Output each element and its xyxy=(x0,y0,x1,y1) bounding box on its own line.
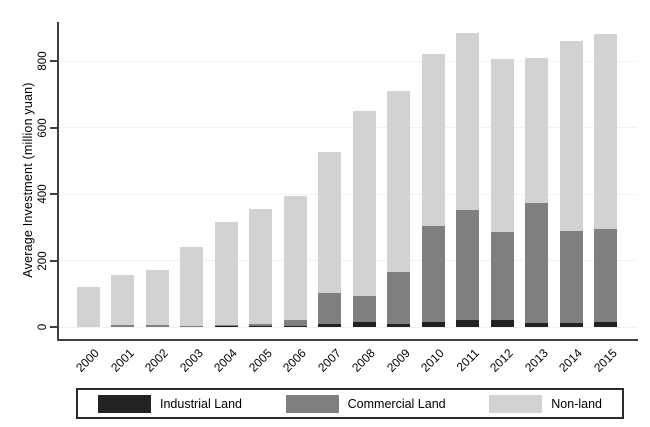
bar-2011-industrial-land xyxy=(456,320,479,327)
bar-2011-commercial-land xyxy=(456,209,479,320)
legend-swatch-non-land xyxy=(489,394,543,413)
bar-2008-industrial-land xyxy=(352,322,376,327)
bar-2004-industrial-land xyxy=(214,326,238,327)
bar-2004-non-land xyxy=(214,222,238,325)
bar-2013-non-land xyxy=(525,57,548,203)
bar-2005-commercial-land xyxy=(249,324,272,326)
bar-2008-commercial-land xyxy=(352,296,376,322)
bar-2006-non-land xyxy=(283,195,307,320)
gridline-0 xyxy=(58,326,637,328)
bar-2003-commercial-land xyxy=(180,326,203,327)
gridline-800 xyxy=(58,60,637,62)
y-tick-mark-400 xyxy=(50,193,57,195)
x-tick-label-2013: 2013 xyxy=(521,346,551,375)
bar-2005-non-land xyxy=(249,208,272,324)
bar-2012-non-land xyxy=(490,59,514,233)
bar-2001-commercial-land xyxy=(111,325,134,327)
y-tick-mark-0 xyxy=(50,326,57,328)
bar-2001-non-land xyxy=(111,275,134,326)
legend-label: Industrial Land xyxy=(160,396,243,411)
y-tick-label-0: 0 xyxy=(37,323,49,331)
bar-2015-non-land xyxy=(594,34,617,230)
bar-2007-non-land xyxy=(318,152,341,294)
x-tick-label-2007: 2007 xyxy=(314,346,344,375)
bar-2007-commercial-land xyxy=(318,293,341,324)
gridline-200 xyxy=(58,260,637,261)
x-tick-label-2014: 2014 xyxy=(556,346,585,375)
legend-item-industrial-land: Industrial Land xyxy=(98,394,243,413)
x-tick-label-2009: 2009 xyxy=(383,346,413,375)
x-tick-label-2012: 2012 xyxy=(487,346,516,375)
y-tick-mark-800 xyxy=(50,60,57,62)
bar-2003-non-land xyxy=(180,247,203,326)
x-tick-label-2004: 2004 xyxy=(211,346,240,375)
bar-2006-commercial-land xyxy=(283,320,307,326)
x-axis-line xyxy=(56,338,638,341)
bar-2010-industrial-land xyxy=(421,322,445,327)
legend-label: Commercial Land xyxy=(347,396,446,411)
y-axis-title: Average Investment (million yuan) xyxy=(21,82,35,278)
bar-2009-industrial-land xyxy=(387,323,410,327)
gridline-400 xyxy=(58,193,637,195)
x-tick-label-2000: 2000 xyxy=(73,346,102,375)
legend-item-commercial-land: Commercial Land xyxy=(285,394,446,413)
bar-2006-industrial-land xyxy=(283,326,307,327)
bar-2015-industrial-land xyxy=(594,322,617,327)
x-tick-label-2006: 2006 xyxy=(280,346,309,375)
bar-2015-commercial-land xyxy=(594,229,617,323)
legend-swatch-commercial-land xyxy=(285,394,339,413)
legend-item-non-land: Non-land xyxy=(489,394,602,413)
y-tick-label-200: 200 xyxy=(37,250,49,271)
bar-2010-commercial-land xyxy=(421,225,445,322)
x-tick-label-2011: 2011 xyxy=(453,346,482,375)
y-axis-line xyxy=(56,22,59,340)
y-tick-label-800: 800 xyxy=(37,51,49,71)
bar-2009-non-land xyxy=(387,90,410,273)
bar-2014-industrial-land xyxy=(559,323,583,327)
x-tick-label-2003: 2003 xyxy=(176,346,206,375)
x-tick-label-2008: 2008 xyxy=(349,346,378,375)
bar-2012-industrial-land xyxy=(490,320,514,327)
gridline-600 xyxy=(58,127,637,128)
x-tick-label-2002: 2002 xyxy=(142,346,171,375)
bar-2009-commercial-land xyxy=(387,272,410,324)
bar-2013-industrial-land xyxy=(525,322,548,327)
bar-2002-commercial-land xyxy=(145,325,169,327)
bar-2011-non-land xyxy=(456,32,479,210)
bar-2005-industrial-land xyxy=(249,325,272,327)
bar-2000-non-land xyxy=(76,287,100,327)
bar-2014-commercial-land xyxy=(559,230,583,323)
x-tick-label-2010: 2010 xyxy=(418,346,447,375)
bar-2014-non-land xyxy=(559,41,583,231)
bar-2004-commercial-land xyxy=(214,324,238,327)
bar-2008-non-land xyxy=(352,110,376,297)
y-tick-label-600: 600 xyxy=(37,117,49,138)
bar-2002-non-land xyxy=(145,270,169,326)
y-tick-mark-600 xyxy=(50,126,57,129)
legend: Industrial Land Commercial Land Non-land xyxy=(76,388,624,419)
bar-2007-industrial-land xyxy=(318,324,341,327)
x-tick-label-2015: 2015 xyxy=(590,346,620,375)
bar-2012-commercial-land xyxy=(490,232,514,321)
legend-swatch-industrial-land xyxy=(98,394,151,413)
x-tick-label-2001: 2001 xyxy=(107,346,137,375)
y-tick-label-400: 400 xyxy=(37,184,49,204)
x-tick-label-2005: 2005 xyxy=(245,346,275,375)
bar-2013-commercial-land xyxy=(525,202,548,323)
y-tick-mark-200 xyxy=(50,259,57,262)
legend-label: Non-land xyxy=(551,396,602,411)
bar-2010-non-land xyxy=(421,54,445,226)
